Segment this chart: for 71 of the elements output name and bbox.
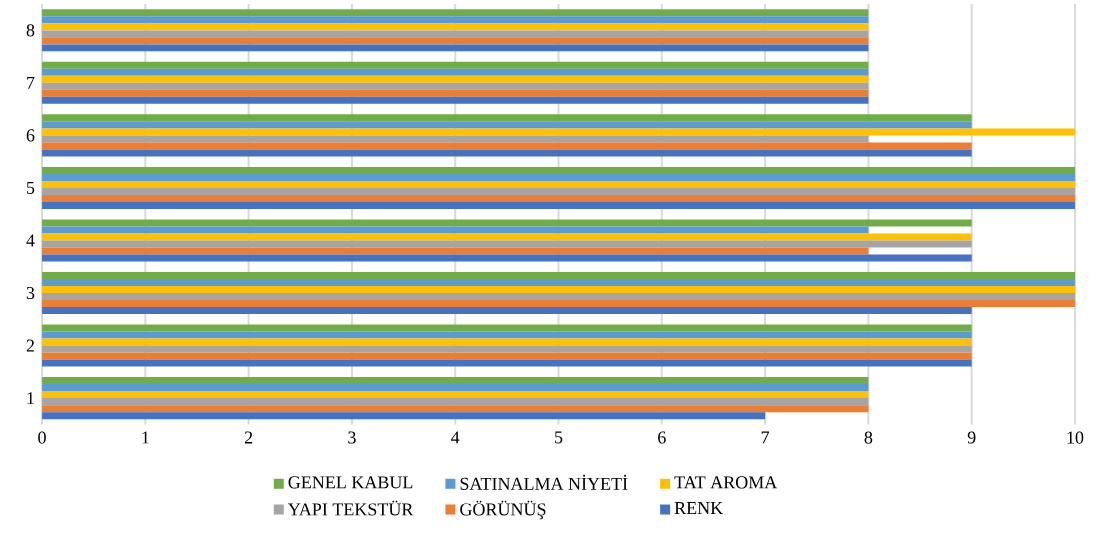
bar [42,195,1075,203]
y-tick-label: 4 [26,234,35,247]
legend-label: YAPI TEKSTÜR [287,500,414,516]
legend-label: RENK [674,502,723,515]
x-tick-label: 10 [1067,431,1084,444]
y-tick-label: 2 [26,339,34,352]
bar [42,174,1075,182]
bar [42,181,1075,189]
bar [42,9,869,17]
bar [42,254,972,262]
x-tick-label: 0 [38,431,46,444]
x-tick-label: 4 [451,431,460,444]
bar [42,338,972,346]
bar [42,240,972,248]
y-tick-label: 6 [26,129,35,142]
bar [42,405,869,413]
bar [42,135,869,143]
bar [42,345,972,353]
legend-label: TAT AROMA [674,476,778,489]
x-tick-label: 3 [348,431,356,444]
legend-label: GENEL KABUL [288,476,413,489]
bar [42,114,972,122]
bar [42,69,869,77]
bar [42,142,972,150]
bar [42,97,869,105]
x-tick-label: 2 [244,431,253,444]
x-tick-label: 8 [864,431,873,444]
bar [42,16,869,24]
bar [42,202,1075,210]
bar [42,62,869,70]
bar [42,83,869,91]
legend-label: SATINALMA NİYETİ [460,475,628,491]
bar [42,412,766,420]
bar [42,272,1075,280]
bar [42,377,869,385]
bar [42,149,972,157]
bar [42,23,869,31]
bar [42,226,869,234]
bar [42,307,972,315]
bar [42,37,869,45]
x-tick-label: 7 [761,431,770,444]
bar [42,233,972,241]
bar [42,398,869,406]
bar [42,391,869,399]
bar [42,247,869,255]
bar [42,300,1075,308]
x-tick-label: 5 [555,431,563,444]
legend-label: GÖRÜNÜŞ [460,500,546,520]
bar [42,76,869,84]
bar [42,167,1075,175]
y-tick-label: 8 [26,24,35,37]
bar [42,324,972,332]
bar [42,352,972,360]
bar [42,121,972,129]
bar [42,359,972,367]
bar [42,128,1075,136]
x-tick-label: 9 [967,431,976,444]
bar [42,384,869,392]
y-tick-label: 7 [27,77,35,89]
bar [42,286,1075,294]
bar [42,90,869,98]
y-tick-label: 1 [27,392,34,405]
y-tick-label: 5 [26,182,35,195]
bar [42,188,1075,196]
bar [42,331,972,339]
bar [42,293,1075,301]
bar [42,279,1075,287]
bar [42,219,972,227]
x-tick-label: 6 [658,431,666,444]
y-tick-label: 3 [26,287,35,300]
x-tick-label: 1 [142,431,149,444]
